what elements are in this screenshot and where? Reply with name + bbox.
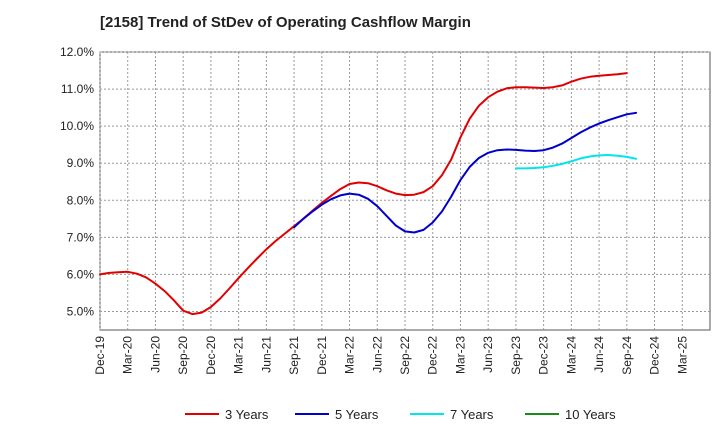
y-tick-label: 6.0% [67, 267, 95, 281]
y-tick-label: 11.0% [61, 82, 94, 96]
series-line-7-years [514, 154, 638, 170]
x-tick-label: Dec-21 [315, 336, 329, 375]
x-tick-label: Sep-24 [620, 336, 634, 375]
y-tick-label: 5.0% [67, 304, 95, 318]
x-tick-label: Dec-19 [93, 336, 107, 375]
x-tick-label: Dec-20 [204, 336, 218, 375]
chart-title: [2158] Trend of StDev of Operating Cashf… [100, 14, 471, 31]
x-tick-label: Mar-23 [453, 336, 467, 374]
x-tick-label: Mar-25 [675, 336, 689, 374]
x-tick-label: Dec-24 [648, 336, 662, 375]
x-tick-label: Mar-21 [232, 336, 246, 374]
x-tick-label: Jun-24 [592, 336, 606, 373]
y-tick-label: 7.0% [67, 230, 95, 244]
y-axis-ticks: 12.0% 11.0% 10.0% 9.0% 8.0% 7.0% 6.0% 5.0% [60, 45, 94, 318]
x-tick-label: Sep-22 [398, 336, 412, 375]
legend-label: 7 Years [450, 407, 494, 422]
x-tick-label: Dec-23 [537, 336, 551, 375]
legend-label: 10 Years [565, 407, 616, 422]
x-axis-ticks: Dec-19 Mar-20 Jun-20 Sep-20 Dec-20 Mar-21 Jun-… [93, 336, 689, 375]
x-tick-label: Mar-20 [121, 336, 135, 374]
legend: 3 Years 5 Years 7 Years 10 Years [185, 407, 616, 422]
legend-label: 3 Years [225, 407, 269, 422]
x-tick-label: Sep-23 [509, 336, 523, 375]
x-tick-label: Mar-22 [343, 336, 357, 374]
y-tick-label: 8.0% [67, 193, 95, 207]
x-tick-label: Mar-24 [564, 336, 578, 374]
plot-area [99, 51, 711, 331]
series-line-3-years [99, 72, 628, 316]
series-line-5-years [293, 111, 638, 234]
x-tick-label: Sep-20 [176, 336, 190, 375]
x-tick-label: Jun-21 [259, 336, 273, 373]
x-tick-label: Jun-22 [370, 336, 384, 373]
x-tick-label: Dec-22 [426, 336, 440, 375]
y-tick-label: 10.0% [60, 119, 94, 133]
legend-label: 5 Years [335, 407, 379, 422]
y-tick-label: 12.0% [60, 45, 94, 59]
y-tick-label: 9.0% [67, 156, 95, 170]
x-tick-label: Jun-23 [481, 336, 495, 373]
x-tick-label: Jun-20 [148, 336, 162, 373]
series-lines [99, 72, 638, 316]
x-tick-label: Sep-21 [287, 336, 301, 375]
